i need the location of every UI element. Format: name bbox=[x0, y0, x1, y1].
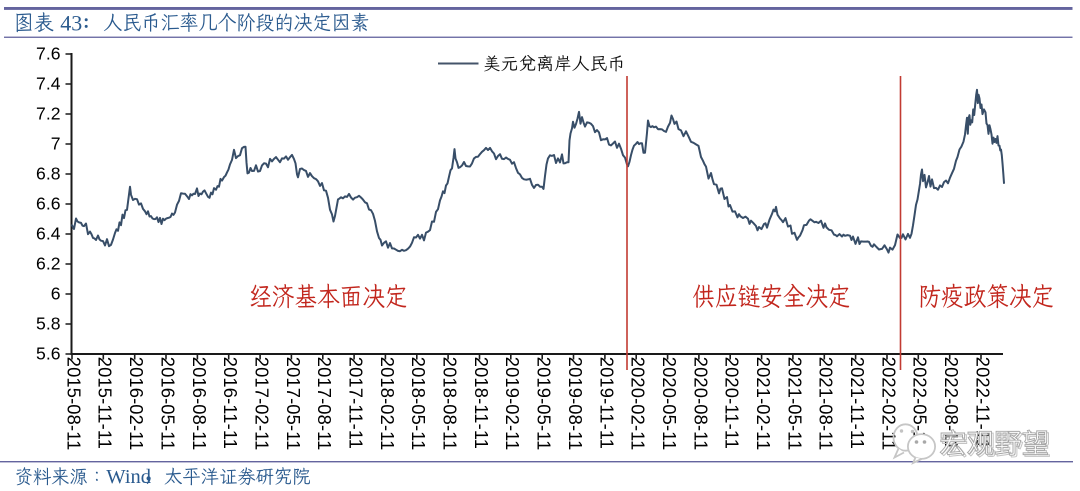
svg-text:2022-02-11: 2022-02-11 bbox=[878, 357, 899, 451]
svg-text:2015-11-11: 2015-11-11 bbox=[95, 357, 116, 449]
svg-text:2021-05-11: 2021-05-11 bbox=[784, 357, 805, 451]
svg-text:6.2: 6.2 bbox=[36, 253, 60, 273]
svg-text:6: 6 bbox=[51, 283, 61, 303]
svg-text:2017-05-11: 2017-05-11 bbox=[283, 357, 304, 451]
svg-text:2016-08-11: 2016-08-11 bbox=[189, 357, 210, 451]
svg-text:2019-05-11: 2019-05-11 bbox=[534, 357, 555, 451]
svg-text:7: 7 bbox=[51, 133, 61, 153]
svg-text:2018-05-11: 2018-05-11 bbox=[408, 357, 429, 451]
svg-text:6.4: 6.4 bbox=[36, 223, 61, 243]
svg-text:7.2: 7.2 bbox=[36, 103, 60, 123]
svg-text:2020-08-11: 2020-08-11 bbox=[690, 357, 711, 451]
svg-text:43: 43 bbox=[60, 10, 82, 35]
svg-text:2017-11-11: 2017-11-11 bbox=[346, 357, 367, 449]
svg-text:2017-02-11: 2017-02-11 bbox=[252, 357, 273, 451]
svg-text:2021-02-11: 2021-02-11 bbox=[753, 357, 774, 451]
svg-text:Wind: Wind bbox=[106, 466, 151, 488]
svg-text:5.6: 5.6 bbox=[36, 343, 61, 363]
svg-text:2020-11-11: 2020-11-11 bbox=[722, 357, 743, 449]
svg-text:2020-02-11: 2020-02-11 bbox=[628, 357, 649, 451]
svg-text:2016-05-11: 2016-05-11 bbox=[157, 357, 178, 451]
svg-text:2018-11-11: 2018-11-11 bbox=[471, 357, 492, 449]
svg-text:2019-11-11: 2019-11-11 bbox=[596, 357, 617, 449]
svg-text:2016-02-11: 2016-02-11 bbox=[126, 357, 147, 451]
svg-text:7.4: 7.4 bbox=[36, 73, 61, 93]
svg-text:5.8: 5.8 bbox=[36, 313, 61, 333]
svg-text:7.6: 7.6 bbox=[36, 43, 61, 63]
svg-text:2015-08-11: 2015-08-11 bbox=[63, 357, 84, 451]
svg-text:2019-08-11: 2019-08-11 bbox=[565, 357, 586, 451]
svg-text:6.6: 6.6 bbox=[36, 193, 61, 213]
svg-text:2016-11-11: 2016-11-11 bbox=[220, 357, 241, 449]
svg-text:2019-02-11: 2019-02-11 bbox=[502, 357, 523, 451]
svg-text:2021-11-11: 2021-11-11 bbox=[847, 357, 868, 449]
svg-text:2021-08-11: 2021-08-11 bbox=[816, 357, 837, 451]
svg-text:2022-05-11: 2022-05-11 bbox=[910, 357, 931, 451]
svg-text:2022-08-11: 2022-08-11 bbox=[941, 357, 962, 451]
svg-text:2020-05-11: 2020-05-11 bbox=[659, 357, 680, 451]
svg-text:6.8: 6.8 bbox=[36, 163, 61, 183]
svg-text:2018-02-11: 2018-02-11 bbox=[377, 357, 398, 451]
svg-text:2022-11-11: 2022-11-11 bbox=[972, 357, 993, 449]
svg-text:2018-08-11: 2018-08-11 bbox=[440, 357, 461, 451]
svg-text:2017-08-11: 2017-08-11 bbox=[314, 357, 335, 451]
